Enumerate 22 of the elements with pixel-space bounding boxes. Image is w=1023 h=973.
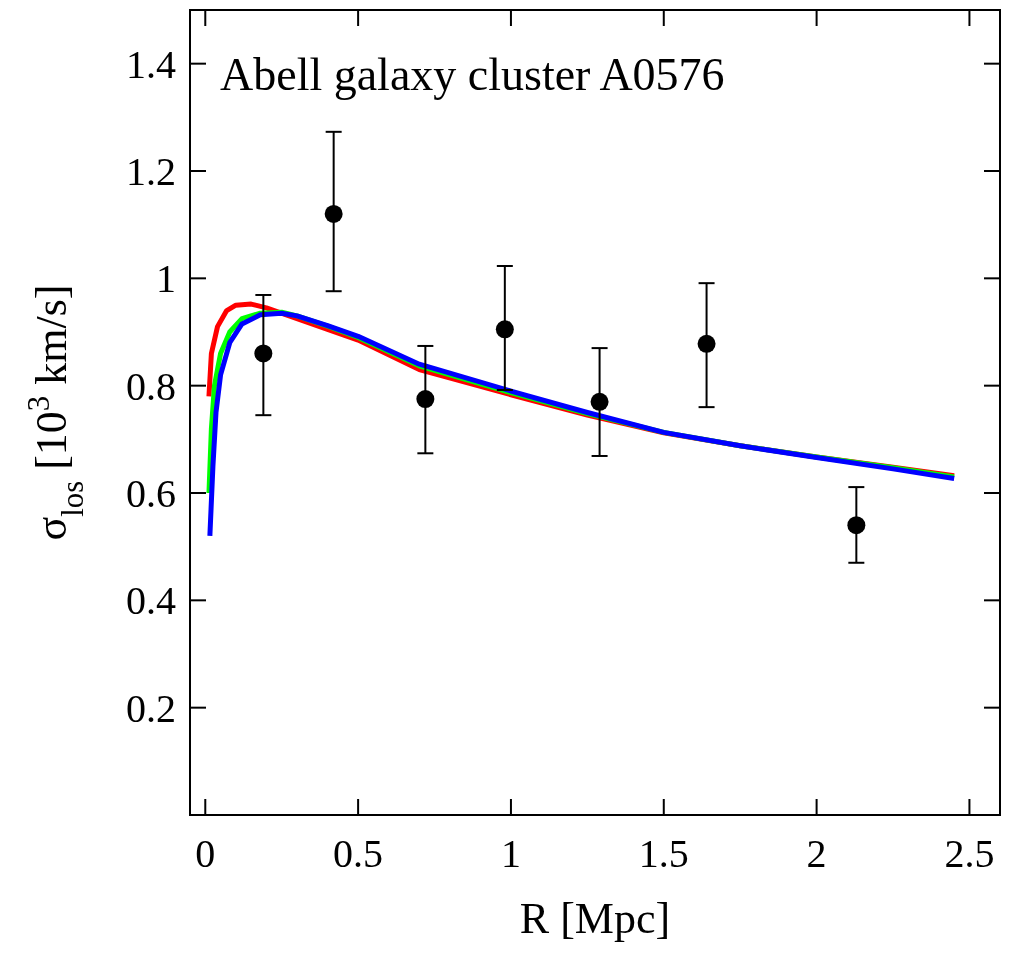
y-tick-label: 0.4 — [126, 578, 176, 624]
point — [254, 344, 273, 363]
point — [590, 392, 609, 411]
x-tick-label: 0.5 — [333, 831, 384, 876]
point — [495, 320, 514, 339]
x-axis-title: R [Mpc] — [519, 894, 671, 943]
y-tick-label: 0.8 — [126, 363, 176, 409]
y-tick-label: 1 — [156, 256, 176, 302]
y-tick-label: 1.2 — [126, 149, 176, 194]
point — [416, 390, 435, 409]
y-tick-label: 0.6 — [126, 471, 176, 516]
point — [847, 516, 866, 535]
x-tick-label: 0 — [195, 831, 216, 876]
x-tick-label: 2.5 — [944, 831, 995, 876]
x-tick-label: 2 — [806, 831, 827, 876]
y-tick-label: 0.2 — [126, 685, 176, 731]
x-tick-label: 1.5 — [638, 831, 689, 876]
annotation: Abell galaxy cluster A0576 — [220, 49, 725, 100]
y-tick-label: 1.4 — [126, 41, 176, 87]
x-tick-label: 1 — [500, 831, 521, 876]
point — [324, 204, 343, 223]
point — [697, 334, 716, 353]
